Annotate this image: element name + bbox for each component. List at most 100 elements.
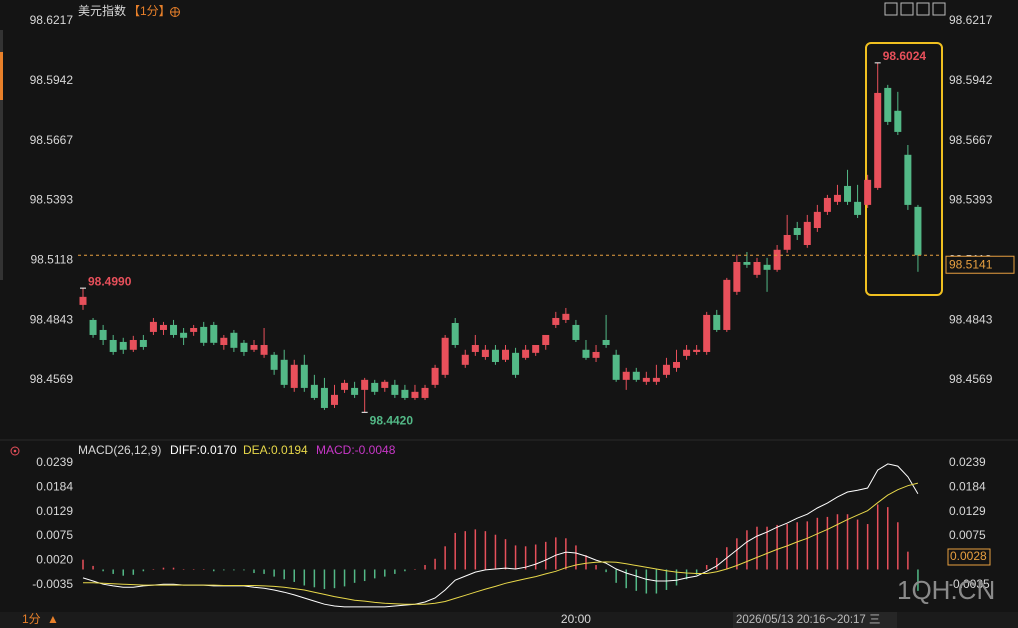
y-tick-label: 98.4569 [30,372,74,386]
macd-bar [182,569,185,570]
candle-body [190,328,198,332]
side-strip-active[interactable] [0,52,3,100]
macd-bar [504,539,507,570]
period-label[interactable]: 【1分】 [128,4,171,18]
candle-body [280,359,288,385]
bottom-period[interactable]: 1分 [22,612,41,626]
legend-entry: MACD:-0.0048 [316,443,396,457]
symbol-title: 美元指数 [78,3,126,18]
macd-bar [333,569,336,589]
macd-bar [142,569,145,572]
macd-bar [474,529,477,570]
macd-bar [454,532,456,570]
legend-entry: DIFF:0.0170 [170,443,237,457]
candle-body [813,211,821,229]
candle-body [683,349,691,356]
extreme-label: 98.6024 [883,49,927,63]
candle-body [240,342,248,352]
y-tick-label-right: 98.5393 [949,193,993,207]
macd-bar [273,569,275,577]
macd-bar [887,507,889,570]
side-strip [0,30,3,280]
candle-body [713,314,721,330]
y-tick-label-right: 0.0129 [949,504,986,518]
candle-body [461,354,469,365]
bottom-arrow[interactable]: ▲ [47,612,59,626]
macd-bar [746,530,748,570]
macd-bar [464,531,467,570]
macd-bar [323,569,326,590]
candle-body [703,314,711,352]
y-tick-label-right: 98.5667 [949,133,993,147]
candle-body [673,361,681,368]
macd-bar [303,569,306,586]
macd-bar [796,522,798,570]
macd-bar [223,569,225,571]
macd-bar [645,569,648,594]
macd-icon[interactable] [10,446,20,456]
macd-bar [444,546,446,570]
toolbar[interactable] [884,2,946,16]
candle-body [914,206,922,256]
y-tick-label: 98.5118 [31,252,74,266]
macd-bar [917,569,919,591]
candle-body [89,319,97,335]
macd-bar [555,537,557,570]
candle-body [99,329,107,340]
candle-body [411,391,419,398]
candle-body [502,349,509,360]
macd-bar [514,545,517,570]
candle-body [864,179,872,205]
macd-bar [766,526,768,570]
extreme-label: 98.4420 [370,413,414,427]
time-range: 2026/05/13 20:16～20:17 三 [736,614,881,626]
candle-body [532,344,540,353]
macd-bar [122,569,124,576]
candle-body [743,261,751,265]
macd-bar [394,569,396,574]
candle-body [552,317,560,325]
candle-body [884,87,892,122]
macd-bar [625,569,627,589]
watermark: 1QH.CN [897,575,995,605]
y-tick-label-right: 98.4843 [949,312,993,326]
candle-body [833,194,841,202]
macd-bar [82,559,84,570]
macd-bar [313,569,316,588]
macd-bar [534,544,537,570]
candle-body [542,334,550,345]
candle-body [391,384,399,395]
macd-bar [424,565,426,570]
marker-label: 0.0028 [950,549,987,563]
candle-body [351,387,359,395]
macd-bar [756,526,758,570]
macd-bar [595,565,597,570]
y-tick-label: 0.0020 [36,553,73,567]
macd-bar [494,534,497,570]
candle-body [823,197,831,212]
candle-body [431,367,439,385]
candle-body [733,261,741,292]
macd-bar [675,569,678,586]
candle-body [270,354,278,370]
macd-bar [856,519,859,570]
y-tick-label-right: 0.0239 [949,455,986,469]
macd-bar [92,565,94,570]
y-tick-label-right: 98.6217 [949,13,993,27]
marker-box [947,548,991,566]
candle-body [441,337,449,375]
candle-body [632,371,640,380]
add-icon[interactable] [170,7,180,17]
indicator-line [83,482,919,605]
macd-bar [243,569,245,571]
candle-body [300,364,308,388]
macd-bar [685,569,688,580]
y-tick-label-right: -0.0035 [949,577,990,591]
candle-body [310,384,318,398]
macd-bar [414,569,416,570]
macd-bar [253,569,255,574]
last-price-label: 98.5141 [949,257,993,271]
macd-bar [665,569,668,590]
candle-body [139,339,147,347]
macd-bar [233,569,235,571]
